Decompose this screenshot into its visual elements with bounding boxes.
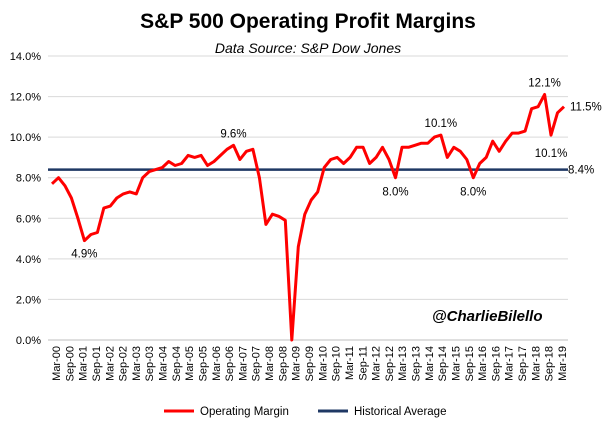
x-tick-label: Sep-04 — [171, 346, 183, 381]
x-tick-label: Mar-00 — [51, 346, 63, 381]
chart-subtitle: Data Source: S&P Dow Jones — [214, 40, 402, 56]
x-tick-label: Sep-15 — [464, 346, 476, 381]
x-tick-label: Mar-01 — [78, 346, 90, 381]
x-tick-label: Mar-06 — [211, 346, 223, 381]
x-tick-label: Mar-16 — [477, 346, 489, 381]
x-tick-label: Sep-05 — [197, 346, 209, 381]
legend-label: Historical Average — [354, 406, 446, 418]
x-tick-label: Mar-11 — [344, 346, 356, 380]
legend: Operating Margin Historical Average — [164, 406, 446, 418]
x-tick-label: Sep-16 — [490, 346, 502, 381]
x-tick-label: Sep-00 — [64, 346, 76, 381]
annotation-label: 9.6% — [220, 128, 246, 140]
x-tick-label: Mar-08 — [264, 346, 276, 381]
x-tick-label: Mar-17 — [504, 346, 516, 381]
y-tick-label: 4.0% — [16, 254, 41, 266]
x-tick-label: Mar-04 — [158, 346, 170, 381]
x-tick-label: Sep-14 — [437, 346, 449, 381]
annotation-label: 8.4% — [568, 165, 594, 177]
x-tick-label: Mar-14 — [424, 346, 436, 381]
x-tick-label: Sep-01 — [91, 346, 103, 381]
x-tick-label: Mar-10 — [317, 346, 329, 381]
x-tick-label: Sep-10 — [331, 346, 343, 381]
x-tick-label: Mar-05 — [184, 346, 196, 381]
x-tick-label: Mar-09 — [291, 346, 303, 381]
y-tick-label: 6.0% — [16, 213, 41, 225]
x-tick-label: Sep-09 — [304, 346, 316, 381]
x-tick-label: Mar-15 — [450, 346, 462, 381]
x-axis: Mar-00 Sep-00 Mar-01 Sep-01 Mar-02 Sep-02 Mar-… — [51, 346, 569, 381]
x-tick-label: Sep-11 — [357, 346, 369, 381]
x-tick-label: Sep-06 — [224, 346, 236, 381]
legend-label: Operating Margin — [200, 406, 289, 418]
series-line-operating-margin — [50, 93, 566, 342]
annotation-label: 8.0% — [460, 187, 486, 199]
x-tick-label: Sep-17 — [517, 346, 529, 381]
annotation-label: 10.1% — [425, 118, 458, 130]
annotations-layer: 4.9% 9.6% 8.0% 10.1% 8.0% 12.1% 10.1% 11.5% 8.4% — [71, 78, 601, 261]
watermark-handle: @CharlieBilello — [432, 308, 543, 325]
annotation-label: 11.5% — [570, 102, 602, 114]
x-tick-label: Sep-18 — [544, 346, 556, 381]
x-tick-label: Sep-12 — [384, 346, 396, 381]
y-tick-label: 10.0% — [10, 132, 41, 144]
x-tick-label: Mar-02 — [104, 346, 116, 381]
x-tick-label: Sep-07 — [251, 346, 263, 381]
annotation-label: 10.1% — [535, 148, 568, 160]
annotation-label: 4.9% — [71, 249, 97, 261]
x-tick-label: Mar-07 — [237, 346, 249, 381]
y-axis: 0.0% 2.0% 4.0% 6.0% 8.0% 10.0% 12.0% 14.0% — [10, 51, 41, 347]
chart-title: S&P 500 Operating Profit Margins — [140, 10, 476, 33]
grid-layer — [48, 55, 568, 341]
y-tick-label: 8.0% — [16, 173, 41, 185]
annotation-label: 12.1% — [528, 78, 561, 90]
x-tick-label: Mar-13 — [397, 346, 409, 381]
x-tick-label: Mar-12 — [371, 346, 383, 381]
x-tick-label: Mar-18 — [530, 346, 542, 381]
x-tick-label: Sep-13 — [411, 346, 423, 381]
x-tick-label: Sep-08 — [277, 346, 289, 381]
annotation-label: 8.0% — [382, 187, 408, 199]
x-tick-label: Mar-19 — [557, 346, 569, 381]
x-tick-label: Sep-03 — [144, 346, 156, 381]
y-tick-label: 2.0% — [16, 294, 41, 306]
y-tick-label: 12.0% — [10, 92, 41, 104]
series-layer — [48, 93, 568, 342]
y-tick-label: 14.0% — [10, 51, 41, 63]
x-tick-label: Sep-02 — [118, 346, 130, 381]
y-tick-label: 0.0% — [16, 335, 41, 347]
x-tick-label: Mar-03 — [131, 346, 143, 381]
